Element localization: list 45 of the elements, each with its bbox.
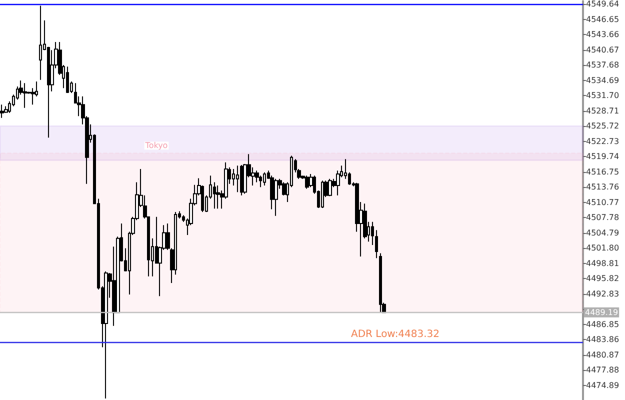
y-tick-label: 4546.65: [586, 14, 620, 24]
y-tick-label: 4534.69: [586, 76, 620, 85]
y-tick-label: 4540.67: [586, 45, 620, 54]
candlestick: [23, 82, 27, 108]
candlestick: [379, 252, 382, 314]
ref-line-label: ADR Low:4483.32: [351, 328, 440, 340]
y-tick-label: 4477.88: [586, 366, 620, 375]
candlestick: [263, 172, 266, 186]
candlestick: [305, 175, 309, 190]
y-tick-label: 4507.78: [586, 213, 620, 222]
y-tick-label: 4513.76: [586, 182, 620, 192]
y-tick-label: 4531.70: [586, 91, 620, 100]
y-tick-label: 4516.75: [586, 167, 620, 176]
candlestick: [371, 221, 374, 246]
candlestick: [274, 178, 278, 216]
y-tick-label: 4525.72: [586, 122, 620, 131]
candlestick: [104, 270, 108, 399]
y-tick-label: 4501.80: [586, 244, 620, 253]
y-tick-label: 4528.71: [586, 106, 620, 116]
candlestick: [255, 170, 259, 183]
band-label: Tokyo: [144, 141, 168, 150]
y-tick-label: 4522.73: [586, 136, 620, 146]
candlestick: [0, 104, 4, 118]
y-tick-label: 4537.68: [586, 60, 620, 70]
y-tick-label: 4510.77: [586, 198, 620, 207]
candlestick: [328, 178, 332, 197]
candlestick: [375, 230, 378, 259]
y-tick-label: 4483.86: [586, 335, 620, 344]
y-tick-label: 4504.79: [586, 228, 620, 238]
y-tick-label: 4498.81: [586, 258, 620, 268]
y-tick-label: 4480.87: [586, 350, 620, 360]
candlestick: [66, 66, 69, 94]
ref-line-label: 4489.19: [585, 308, 618, 317]
y-tick-label: 4486.85: [586, 320, 620, 329]
y-tick-label: 4492.83: [586, 289, 620, 298]
y-tick-label: 4519.74: [586, 152, 620, 162]
y-tick-label: 4549.64: [586, 0, 620, 8]
y-tick-label: 4543.66: [586, 30, 620, 39]
candlestick: [39, 5, 42, 80]
y-tick-label: 4474.89: [586, 380, 620, 390]
candlestick: [240, 164, 243, 196]
candlestick: [236, 165, 239, 193]
candlestick: [216, 185, 220, 210]
y-tick-label: 4495.82: [586, 274, 620, 284]
candlestick: [321, 180, 324, 208]
